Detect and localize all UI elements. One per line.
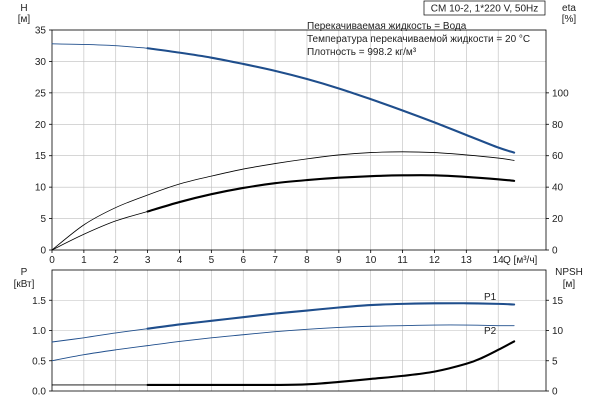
upper-series-layer [51, 43, 516, 251]
flow-tick-label: 3 [145, 255, 151, 266]
eta-pump-curve [51, 151, 515, 251]
flow-tick-label: 6 [240, 255, 246, 266]
P1-extension-curve [51, 328, 149, 343]
head-axis-unit: [м] [18, 14, 31, 25]
flow-tick-label: 4 [177, 255, 183, 266]
flow-axis-ticks: 0 1 2 3 4 5 6 7 8 9 10 11 12 13 14 [49, 250, 504, 266]
P2-curve [51, 324, 515, 362]
power-axis-unit: [кВт] [14, 279, 35, 290]
head-axis-title: H [20, 3, 27, 14]
efficiency-axis-ticks: 0 20 40 60 80 100 [546, 88, 569, 257]
left-tick-label: 15 [35, 151, 47, 162]
flow-tick-label: 10 [365, 255, 377, 266]
left-tick-label: 0.5 [32, 356, 46, 367]
head-extension-curve [51, 43, 149, 49]
p1-series-label: P1 [484, 292, 497, 303]
right-tick-label: 15 [552, 296, 564, 307]
flow-tick-label: 11 [397, 255, 408, 266]
flow-tick-label: 8 [304, 255, 310, 266]
pump-model-label: CM 10-2, 1*220 V, 50Hz [431, 4, 538, 15]
lower-series-layer [51, 302, 516, 387]
efficiency-axis-title: eta [562, 3, 576, 14]
left-tick-label: 1.5 [32, 296, 46, 307]
left-tick-label: 0 [40, 246, 46, 257]
flow-tick-label: 9 [336, 255, 342, 266]
npsh-curve [146, 340, 516, 387]
right-tick-label: 10 [552, 326, 564, 337]
right-tick-label: 40 [552, 183, 564, 194]
right-tick-label: 5 [552, 356, 558, 367]
liquid-info: Перекачиваемая жидкость = Вода [307, 21, 467, 32]
flow-axis-title: Q [м³/ч] [503, 255, 538, 266]
flow-tick-label: 1 [81, 255, 87, 266]
flow-tick-label: 7 [272, 255, 278, 266]
right-tick-label: 0 [552, 387, 558, 398]
power-axis-ticks: 0.0 0.5 1.0 1.5 [32, 296, 52, 398]
flow-tick-label: 12 [429, 255, 441, 266]
head-axis-ticks: 0 5 10 15 20 25 30 35 [35, 26, 52, 257]
left-tick-label: 35 [35, 26, 47, 37]
P1-curve [146, 302, 516, 330]
right-tick-label: 0 [552, 246, 558, 257]
p2-series-label: P2 [484, 326, 497, 337]
left-tick-label: 20 [35, 120, 47, 131]
eta-total-extension-curve [51, 211, 149, 251]
flow-tick-label: 14 [493, 255, 505, 266]
left-tick-label: 1.0 [32, 326, 46, 337]
right-tick-label: 100 [552, 88, 569, 99]
power-axis-title: P [21, 267, 28, 278]
npsh-axis-ticks: 0 5 10 15 [546, 296, 564, 398]
upper-plot-frame [51, 29, 547, 251]
left-tick-label: 10 [35, 183, 47, 194]
eta-total-curve [146, 174, 516, 213]
flow-tick-label: 13 [461, 255, 473, 266]
density-info: Плотность = 998.2 кг/м³ [307, 47, 417, 58]
efficiency-axis-unit: [%] [562, 14, 577, 25]
lower-grid [52, 270, 546, 391]
left-tick-label: 0.0 [32, 387, 46, 398]
right-tick-label: 20 [552, 214, 564, 225]
pump-model-box [423, 0, 546, 16]
right-tick-label: 80 [552, 120, 564, 131]
temperature-info: Температура перекачиваемой жидкости = 20… [307, 34, 530, 45]
npsh-axis-title: NPSH [555, 267, 583, 278]
flow-tick-label: 0 [49, 255, 55, 266]
upper-grid [52, 29, 546, 250]
flow-tick-label: 2 [113, 255, 119, 266]
left-tick-label: 25 [35, 88, 47, 99]
npsh-axis-unit: [м] [563, 279, 576, 290]
left-tick-label: 30 [35, 57, 47, 68]
right-tick-label: 60 [552, 151, 564, 162]
flow-tick-label: 5 [209, 255, 215, 266]
left-tick-label: 5 [40, 214, 46, 225]
head-curve [146, 47, 516, 154]
